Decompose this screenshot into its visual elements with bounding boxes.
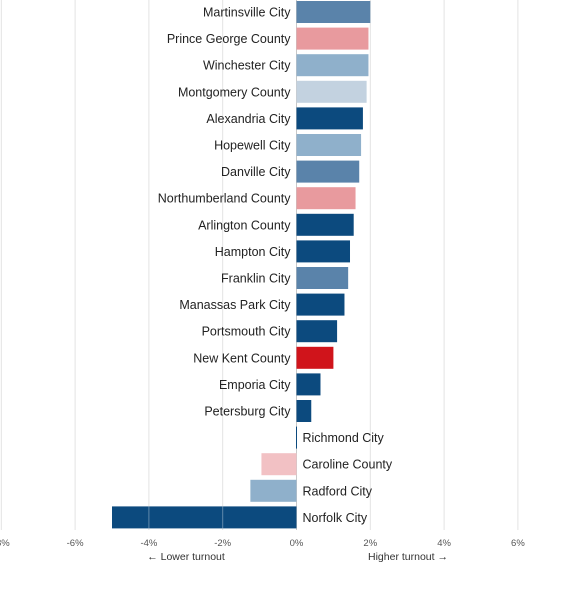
x-tick-label: -8% [0,538,10,549]
category-label: Prince George County [167,32,291,46]
x-tick-label: 4% [437,538,451,549]
category-label: Norfolk City [303,511,368,525]
bar [296,320,338,343]
bar [296,426,297,449]
bars [112,1,371,529]
bar [296,187,356,210]
category-label: Alexandria City [206,112,291,126]
category-label: Richmond City [303,431,385,445]
x-tick-label: -2% [214,538,231,549]
lower-turnout-label: ← Lower turnout [147,551,225,563]
higher-turnout-label: Higher turnout → [368,551,448,563]
category-label: Emporia City [219,378,291,392]
bar [296,134,362,156]
bar [296,54,369,77]
bar [296,80,367,103]
bar [296,1,371,23]
category-label: Winchester City [203,59,291,73]
bar [296,160,360,183]
bar [296,107,363,130]
category-label: Caroline County [303,458,393,472]
bar [296,373,321,396]
bar [296,346,334,369]
bar [261,453,297,476]
category-label: Northumberland County [158,192,291,206]
category-label: Petersburg City [204,405,291,419]
bar [296,400,312,422]
category-label: Hampton City [215,245,291,259]
category-label: Montgomery County [178,85,291,99]
category-label: Danville City [221,165,291,179]
category-label: New Kent County [193,351,291,365]
direction-labels: ← Lower turnout Higher turnout → [147,551,448,563]
x-tick-label: 2% [363,538,377,549]
category-label: Portsmouth City [202,325,292,339]
bar [296,27,369,50]
bar [296,267,349,289]
category-label: Radford City [303,484,373,498]
category-label: Arlington County [198,218,291,232]
category-label: Martinsville City [203,6,291,20]
bar [296,293,345,316]
category-labels: Martinsville City Prince George County Win… [158,6,393,525]
bar [296,240,351,263]
bar [250,479,297,502]
x-tick-label: 6% [511,538,525,549]
x-tick-label: -4% [140,538,157,549]
x-tick-label: -6% [67,538,84,549]
bar [112,506,297,529]
category-label: Hopewell City [214,139,291,153]
x-tick-label: 0% [290,538,304,549]
category-label: Franklin City [221,272,291,286]
gridlines [0,0,519,530]
x-axis-ticks: -8% -6% -4% -2% 0% 2% 4% 6% [0,538,525,549]
category-label: Manassas Park City [179,298,291,312]
bar [296,213,354,236]
